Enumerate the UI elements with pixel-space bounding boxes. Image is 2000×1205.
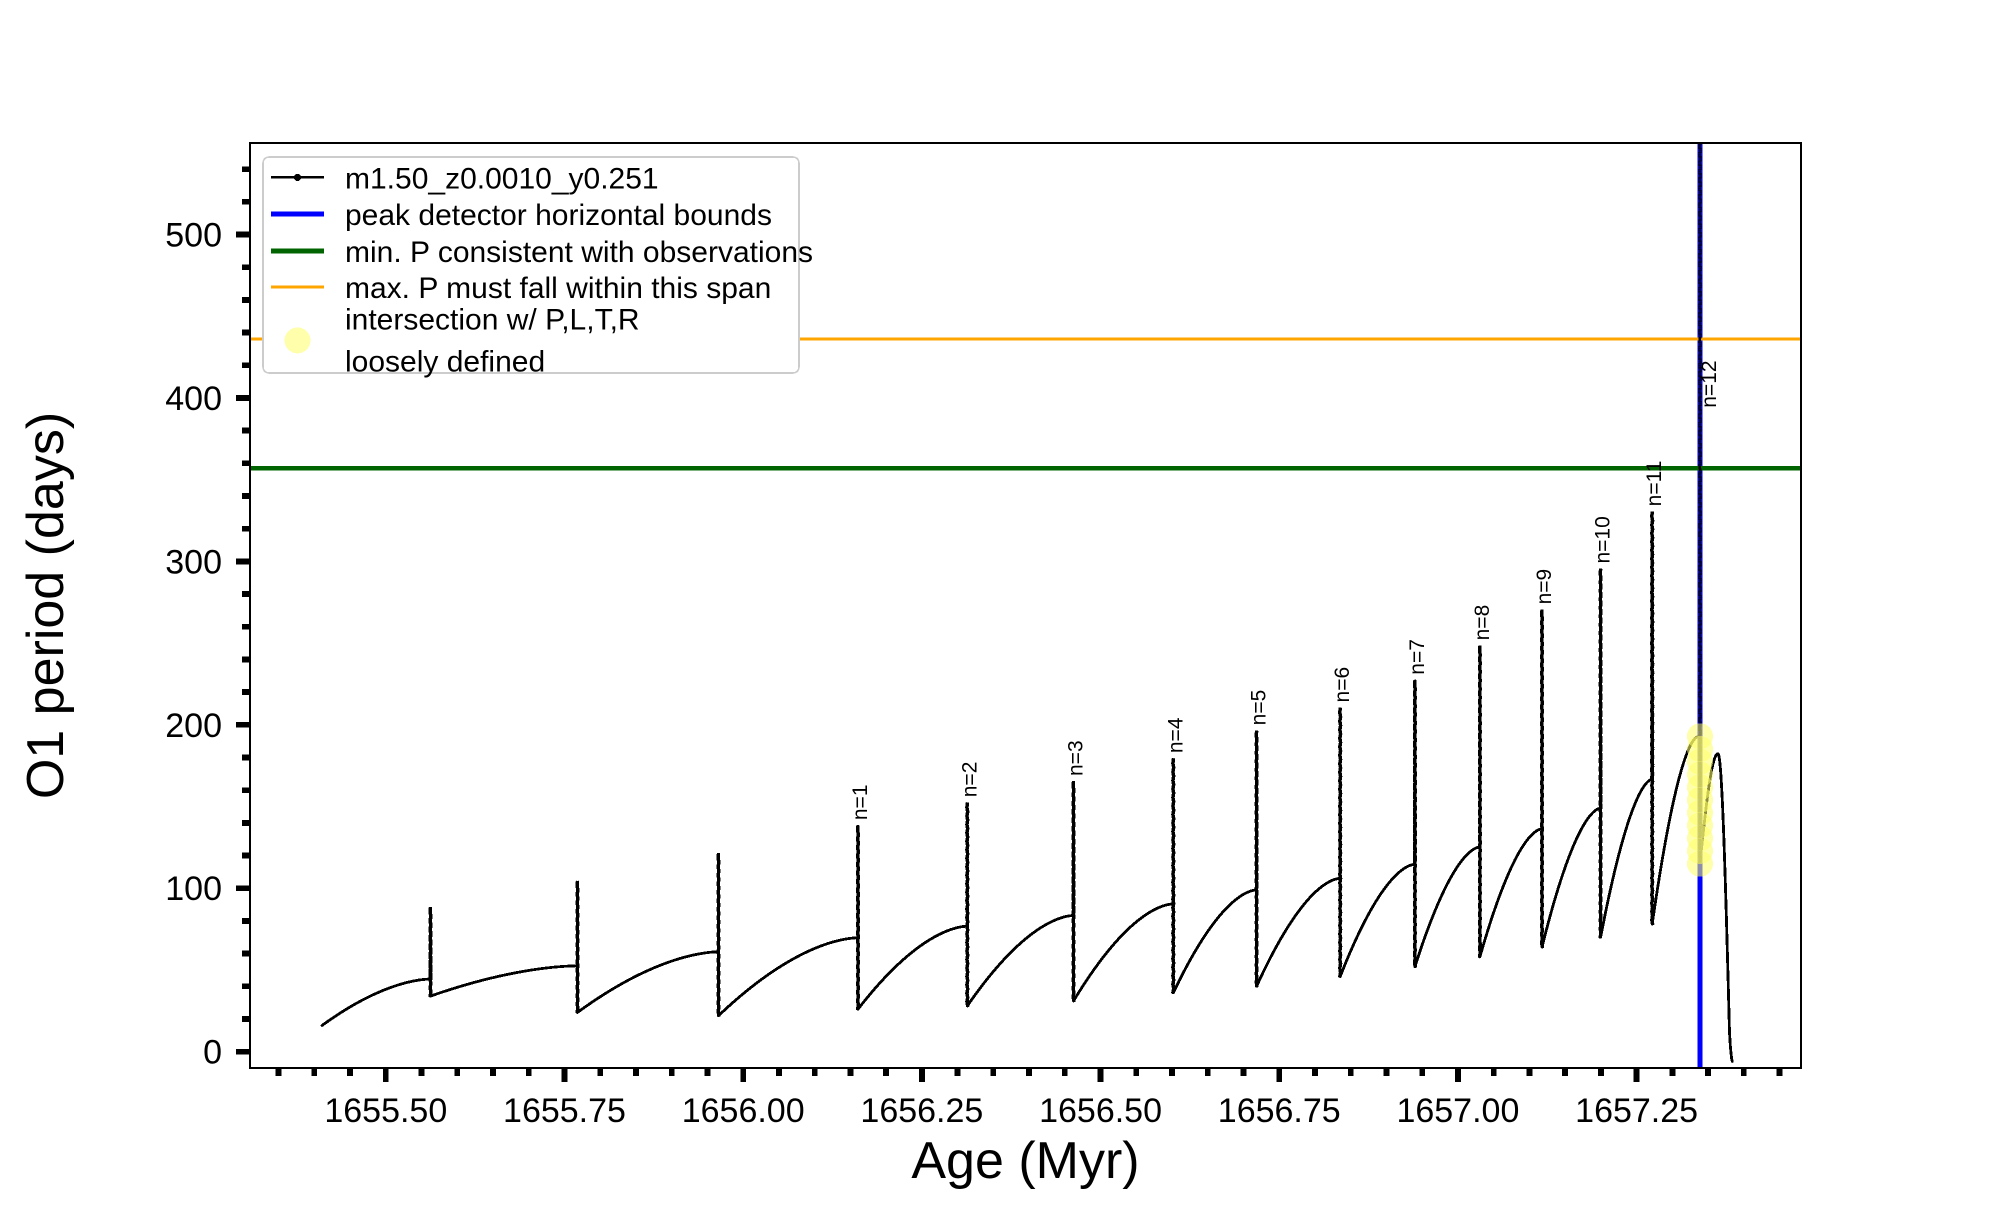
svg-text:max. P must fall within this s: max. P must fall within this span [345, 272, 771, 305]
svg-text:n=9: n=9 [1533, 569, 1556, 605]
svg-text:intersection w/ P,L,T,R: intersection w/ P,L,T,R [345, 303, 640, 336]
svg-text:loosely defined: loosely defined [345, 345, 545, 378]
svg-text:100: 100 [165, 870, 222, 908]
svg-text:1656.25: 1656.25 [860, 1092, 983, 1130]
svg-text:500: 500 [165, 217, 222, 255]
svg-text:n=12: n=12 [1698, 360, 1721, 407]
svg-text:1656.75: 1656.75 [1218, 1092, 1341, 1130]
svg-text:Age (Myr): Age (Myr) [911, 1132, 1139, 1190]
svg-text:n=1: n=1 [849, 785, 872, 821]
svg-text:0: 0 [203, 1034, 222, 1072]
svg-text:1656.00: 1656.00 [682, 1092, 805, 1130]
svg-text:min. P consistent with observa: min. P consistent with observations [345, 236, 813, 269]
svg-text:n=10: n=10 [1592, 516, 1615, 563]
svg-text:peak detector horizontal bound: peak detector horizontal bounds [345, 199, 772, 232]
svg-text:200: 200 [165, 707, 222, 745]
svg-text:n=8: n=8 [1471, 605, 1494, 641]
svg-text:O1 period (days): O1 period (days) [17, 412, 75, 799]
svg-text:n=11: n=11 [1643, 461, 1666, 507]
svg-text:n=2: n=2 [958, 762, 981, 798]
svg-text:n=3: n=3 [1065, 740, 1088, 776]
svg-text:300: 300 [165, 543, 222, 581]
svg-text:1657.00: 1657.00 [1396, 1092, 1519, 1130]
svg-text:400: 400 [165, 380, 222, 418]
svg-text:m1.50_z0.0010_y0.251: m1.50_z0.0010_y0.251 [345, 162, 659, 195]
svg-text:n=5: n=5 [1248, 690, 1271, 726]
svg-text:1657.25: 1657.25 [1575, 1092, 1698, 1130]
svg-text:1655.75: 1655.75 [503, 1092, 626, 1130]
svg-text:1656.50: 1656.50 [1039, 1092, 1162, 1130]
svg-text:n=6: n=6 [1331, 667, 1354, 703]
svg-text:1655.50: 1655.50 [324, 1092, 447, 1130]
svg-text:n=7: n=7 [1406, 639, 1429, 675]
svg-text:n=4: n=4 [1164, 717, 1187, 753]
